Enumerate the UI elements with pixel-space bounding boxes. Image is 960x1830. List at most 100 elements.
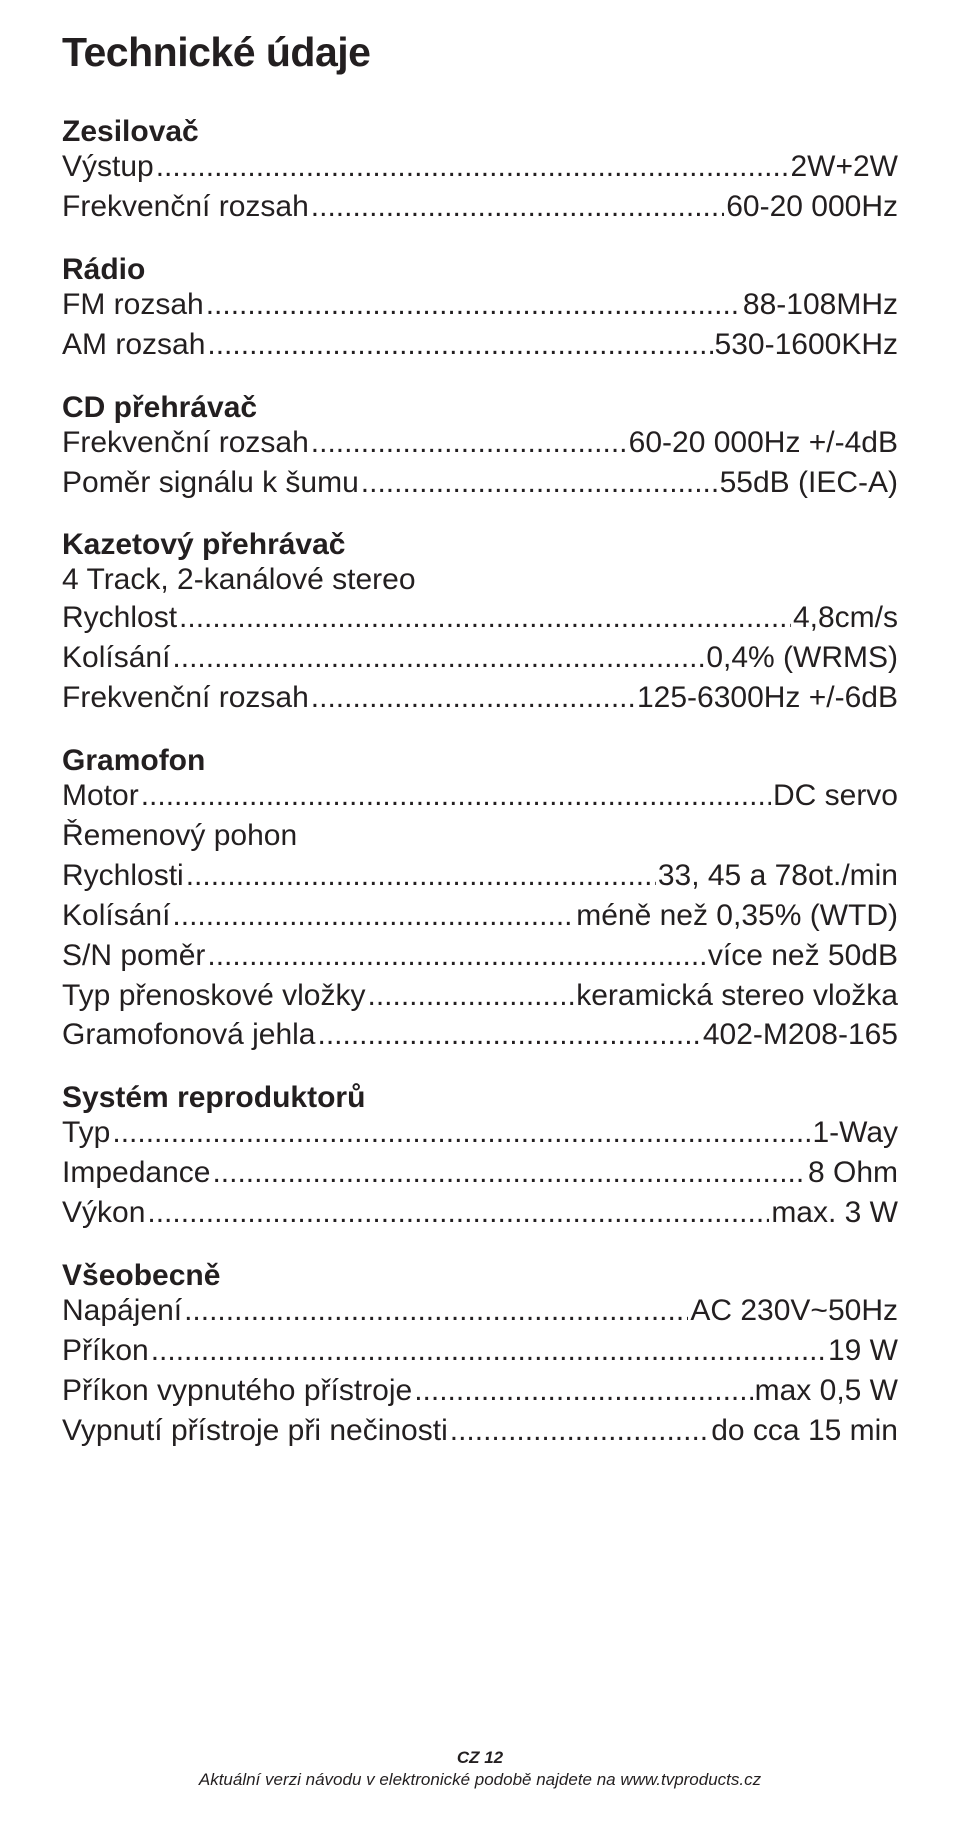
spec-value: 60-20 000Hz +/-4dB: [629, 423, 898, 463]
spec-value: 33, 45 a 78ot./min: [658, 856, 898, 896]
spec-value: max 0,5 W: [755, 1371, 898, 1411]
spec-label: Motor: [62, 776, 139, 816]
spec-line: Rychlost 4,8cm/s: [62, 598, 898, 638]
spec-label: S/N poměr: [62, 936, 205, 976]
spec-line: Frekvenční rozsah 60-20 000Hz +/-4dB: [62, 423, 898, 463]
dot-leader: [206, 285, 741, 325]
spec-label: Frekvenční rozsah: [62, 678, 309, 718]
spec-line: Impedance 8 Ohm: [62, 1153, 898, 1193]
dot-leader: [311, 678, 635, 718]
footer-page-number: CZ 12: [0, 1748, 960, 1768]
spec-line: Příkon vypnutého přístroje max 0,5 W: [62, 1371, 898, 1411]
dot-leader: [367, 976, 574, 1016]
spec-value: 402-M208-165: [703, 1015, 898, 1055]
section-heading: Gramofon: [62, 746, 898, 776]
spec-line: Rychlosti 33, 45 a 78ot./min: [62, 856, 898, 896]
spec-value: 0,4% (WRMS): [706, 638, 898, 678]
spec-line: Napájení AC 230V~50Hz: [62, 1291, 898, 1331]
footer-note: Aktuální verzi návodu v elektronické pod…: [0, 1770, 960, 1790]
section-heading: Všeobecně: [62, 1261, 898, 1291]
spec-line: Kolísání méně než 0,35% (WTD): [62, 896, 898, 936]
spec-label: Příkon: [62, 1331, 149, 1371]
dot-leader: [414, 1371, 752, 1411]
spec-label: Rychlost: [62, 598, 177, 638]
spec-label: FM rozsah: [62, 285, 204, 325]
section-heading: CD přehrávač: [62, 393, 898, 423]
dot-leader: [207, 325, 712, 365]
dot-leader: [151, 1331, 826, 1371]
spec-value: méně než 0,35% (WTD): [576, 896, 898, 936]
page-title: Technické údaje: [62, 30, 898, 75]
spec-label: Kolísání: [62, 638, 170, 678]
spec-line: Typ 1-Way: [62, 1113, 898, 1153]
spec-value: 1-Way: [812, 1113, 898, 1153]
spec-label: Vypnutí přístroje při nečinosti: [62, 1411, 448, 1451]
spec-label: Impedance: [62, 1153, 210, 1193]
section-heading: Kazetový přehrávač: [62, 530, 898, 560]
spec-value: do cca 15 min: [711, 1411, 898, 1451]
dot-leader: [212, 1153, 806, 1193]
dot-leader: [147, 1193, 769, 1233]
spec-line: Kolísání 0,4% (WRMS): [62, 638, 898, 678]
spec-value: 4,8cm/s: [793, 598, 898, 638]
spec-value: 55dB (IEC-A): [720, 463, 898, 503]
spec-value: DC servo: [773, 776, 898, 816]
spec-label: AM rozsah: [62, 325, 205, 365]
dot-leader: [179, 598, 791, 638]
spec-line: Frekvenční rozsah 125-6300Hz +/-6dB: [62, 678, 898, 718]
spec-line: Výkon max. 3 W: [62, 1193, 898, 1233]
section-heading: Zesilovač: [62, 117, 898, 147]
spec-line: AM rozsah 530-1600KHz: [62, 325, 898, 365]
spec-label: Poměr signálu k šumu: [62, 463, 359, 503]
spec-label: Typ: [62, 1113, 110, 1153]
spec-line: FM rozsah 88-108MHz: [62, 285, 898, 325]
spec-line: S/N poměr více než 50dB: [62, 936, 898, 976]
spec-line: Typ přenoskové vložky keramická stereo v…: [62, 976, 898, 1016]
spec-line: Příkon 19 W: [62, 1331, 898, 1371]
spec-label: Řemenový pohon: [62, 816, 297, 856]
dot-leader: [186, 856, 656, 896]
spec-value: více než 50dB: [708, 936, 898, 976]
spec-line: Motor DC servo: [62, 776, 898, 816]
spec-label: Frekvenční rozsah: [62, 187, 309, 227]
spec-line: Gramofonová jehla 402-M208-165: [62, 1015, 898, 1055]
dot-leader: [311, 423, 627, 463]
spec-value: 88-108MHz: [743, 285, 898, 325]
spec-line: Řemenový pohon: [62, 816, 898, 856]
spec-line: Poměr signálu k šumu 55dB (IEC-A): [62, 463, 898, 503]
spec-label: Napájení: [62, 1291, 182, 1331]
footer: CZ 12 Aktuální verzi návodu v elektronic…: [0, 1748, 960, 1790]
spec-value: 19 W: [828, 1331, 898, 1371]
dot-leader: [361, 463, 718, 503]
spec-line: Vypnutí přístroje při nečinosti do cca 1…: [62, 1411, 898, 1451]
spec-label: Výstup: [62, 147, 154, 187]
spec-value: 60-20 000Hz: [726, 187, 898, 227]
spec-value: keramická stereo vložka: [576, 976, 898, 1016]
section-subheading: 4 Track, 2-kanálové stereo: [62, 562, 898, 598]
dot-leader: [184, 1291, 688, 1331]
dot-leader: [311, 187, 724, 227]
spec-value: 530-1600KHz: [715, 325, 898, 365]
spec-label: Rychlosti: [62, 856, 184, 896]
spec-label: Gramofonová jehla: [62, 1015, 315, 1055]
dot-leader: [172, 896, 574, 936]
dot-leader: [207, 936, 705, 976]
dot-leader: [317, 1015, 700, 1055]
dot-leader: [156, 147, 789, 187]
spec-label: Výkon: [62, 1193, 145, 1233]
section-heading: Systém reproduktorů: [62, 1083, 898, 1113]
spec-value: 8 Ohm: [808, 1153, 898, 1193]
spec-value: 2W+2W: [790, 147, 898, 187]
sections-container: ZesilovačVýstup 2W+2WFrekvenční rozsah 6…: [62, 117, 898, 1450]
dot-leader: [141, 776, 771, 816]
dot-leader: [112, 1113, 810, 1153]
spec-value: 125-6300Hz +/-6dB: [637, 678, 898, 718]
dot-leader: [172, 638, 704, 678]
spec-value: max. 3 W: [771, 1193, 898, 1233]
page: Technické údaje ZesilovačVýstup 2W+2WFre…: [0, 0, 960, 1830]
spec-line: Výstup 2W+2W: [62, 147, 898, 187]
spec-value: AC 230V~50Hz: [690, 1291, 898, 1331]
spec-label: Příkon vypnutého přístroje: [62, 1371, 412, 1411]
dot-leader: [450, 1411, 709, 1451]
spec-label: Typ přenoskové vložky: [62, 976, 365, 1016]
